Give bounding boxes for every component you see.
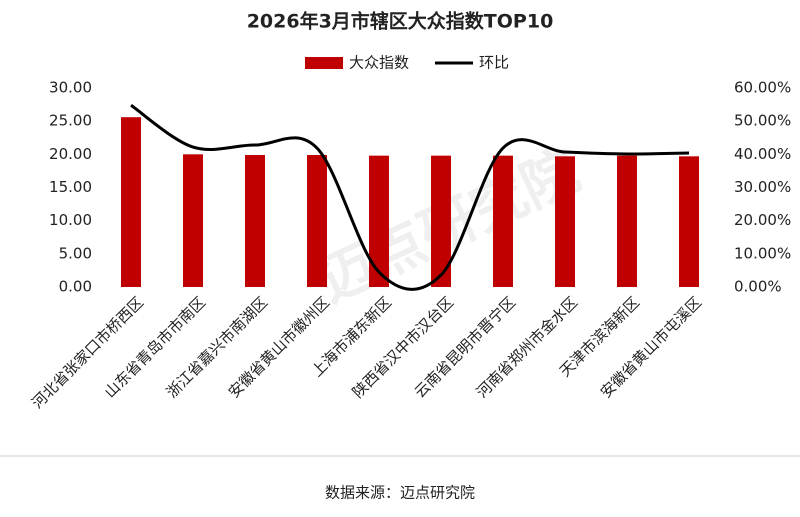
y2-tick-label: 30.00% — [734, 178, 791, 196]
y-tick-label: 5.00 — [59, 244, 92, 262]
y-tick-label: 20.00 — [49, 145, 92, 163]
y-tick-label: 25.00 — [49, 112, 92, 130]
y2-tick-label: 50.00% — [734, 112, 791, 130]
line — [130, 104, 690, 291]
y-tick-label: 10.00 — [49, 211, 92, 229]
bar — [555, 156, 575, 287]
bar — [493, 155, 513, 287]
y-tick-label: 15.00 — [49, 178, 92, 196]
y2-tick-label: 10.00% — [734, 244, 791, 262]
x-tick-label: 河北省张家口市桥西区 — [28, 293, 147, 412]
bar — [431, 155, 451, 287]
bar — [183, 154, 203, 287]
y2-tick-label: 60.00% — [734, 79, 791, 97]
bar — [679, 156, 699, 287]
y2-tick-label: 20.00% — [734, 211, 791, 229]
bar — [307, 154, 327, 287]
y2-tick-label: 40.00% — [734, 145, 791, 163]
legend-label: 大众指数 — [349, 54, 409, 72]
y-tick-label: 30.00 — [49, 79, 92, 97]
legend-label: 环比 — [479, 54, 509, 72]
bar — [369, 155, 389, 287]
bar — [245, 154, 265, 287]
bar — [617, 155, 637, 287]
legend-swatch — [305, 57, 343, 69]
y-tick-label: 0.00 — [59, 278, 92, 296]
y2-tick-label: 0.00% — [734, 278, 782, 296]
chart-title: 2026年3月市辖区大众指数TOP10 — [247, 10, 554, 33]
source: 数据来源：迈点研究院 — [325, 484, 475, 502]
bar — [121, 117, 141, 287]
